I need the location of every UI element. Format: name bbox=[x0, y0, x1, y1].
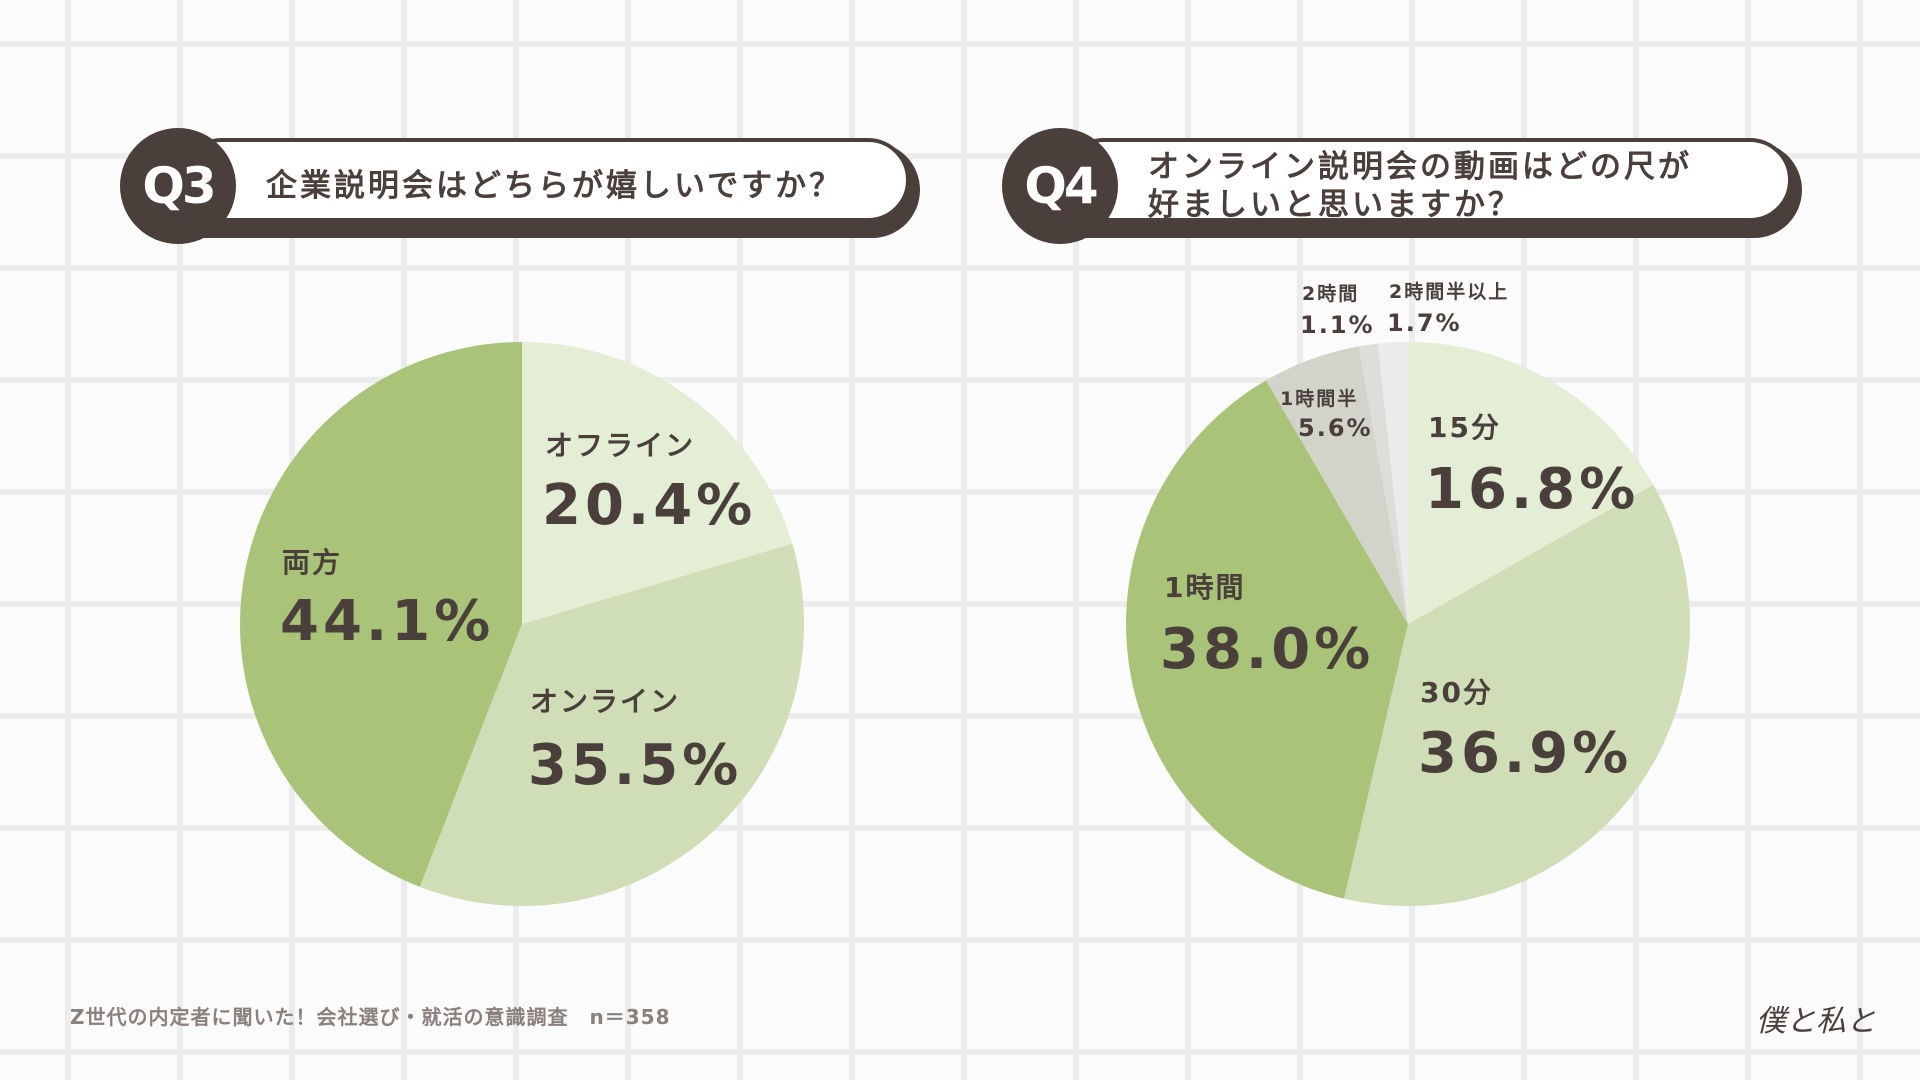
survey-footnote: Z世代の内定者に聞いた！会社選び・就活の意識調査 n＝358 bbox=[70, 1005, 671, 1029]
q4-question-line1: オンライン説明会の動画はどの尺が bbox=[1148, 149, 1692, 185]
q4-header: Q4 オンライン説明会の動画はどの尺が 好ましいと思いますか？ bbox=[1002, 128, 1802, 244]
q3-slice-2 bbox=[419, 543, 804, 906]
q4-slice-4 bbox=[1266, 346, 1408, 624]
q3-slice-3-label: 両方 bbox=[282, 546, 342, 579]
q4-pie-chart bbox=[1126, 342, 1691, 906]
q4-question: オンライン説明会の動画はどの尺が 好ましいと思いますか？ bbox=[1148, 144, 1762, 228]
q4-slice-6-label: 2時間半以上 bbox=[1389, 280, 1509, 303]
q3-slice-1-value: 20.4% bbox=[542, 473, 756, 538]
q3-question-text: 企業説明会はどちらが嬉しいですか？ bbox=[266, 168, 844, 204]
q3-slice-3-value: 44.1% bbox=[280, 589, 494, 654]
q4-slice-5-label: 2時間 bbox=[1302, 283, 1359, 305]
q4-slice-1-value: 16.8% bbox=[1425, 457, 1639, 522]
q4-slice-5-value: 1.1% bbox=[1300, 311, 1375, 339]
q4-slice-6-value: 1.7% bbox=[1387, 309, 1462, 337]
q4-slice-4-label: 1時間半 bbox=[1280, 387, 1358, 410]
q4-question-line2: 好ましいと思いますか？ bbox=[1148, 187, 1522, 223]
q4-banner bbox=[1062, 138, 1792, 222]
q4-slice-2-label: 30分 bbox=[1420, 676, 1493, 709]
q4-slice-4-value: 5.6% bbox=[1298, 414, 1373, 442]
q4-slice-1-label: 15分 bbox=[1428, 411, 1501, 444]
q4-slice-2-value: 36.9% bbox=[1418, 721, 1632, 786]
q4-slice-6 bbox=[1377, 342, 1408, 624]
q4-pie-labels: 15分 16.8% 30分 36.9% 1時間 38.0% 1時間半 5.6% 2時間 1.1% 2… bbox=[1160, 280, 1639, 786]
q4-slice-2 bbox=[1343, 484, 1691, 906]
q4-slice-5 bbox=[1358, 343, 1408, 624]
q3-badge: Q3 bbox=[120, 128, 236, 244]
q3-pie-labels: オフライン 20.4% オンライン 35.5% 両方 44.1% bbox=[280, 429, 756, 798]
q4-slice-1 bbox=[1408, 342, 1654, 624]
q4-slice-3 bbox=[1126, 380, 1408, 899]
q3-slice-2-label: オンライン bbox=[530, 685, 680, 718]
q4-slice-3-label: 1時間 bbox=[1164, 571, 1245, 604]
q3-slice-1-label: オフライン bbox=[545, 429, 695, 462]
q3-badge-label: Q3 bbox=[142, 157, 216, 215]
q3-slice-3 bbox=[240, 342, 522, 887]
q4-slice-3-value: 38.0% bbox=[1160, 617, 1374, 682]
q3-pie-chart bbox=[240, 342, 804, 906]
q3-question: 企業説明会はどちらが嬉しいですか？ bbox=[266, 144, 880, 228]
q4-badge-label: Q4 bbox=[1024, 157, 1098, 215]
q3-slice-2-value: 35.5% bbox=[528, 733, 742, 798]
q3-banner bbox=[180, 138, 910, 222]
q4-badge: Q4 bbox=[1002, 128, 1118, 244]
brand-logo: 僕と私と bbox=[1756, 1004, 1876, 1039]
q3-header: Q3 企業説明会はどちらが嬉しいですか？ bbox=[120, 128, 920, 244]
q3-slice-1 bbox=[522, 342, 793, 624]
